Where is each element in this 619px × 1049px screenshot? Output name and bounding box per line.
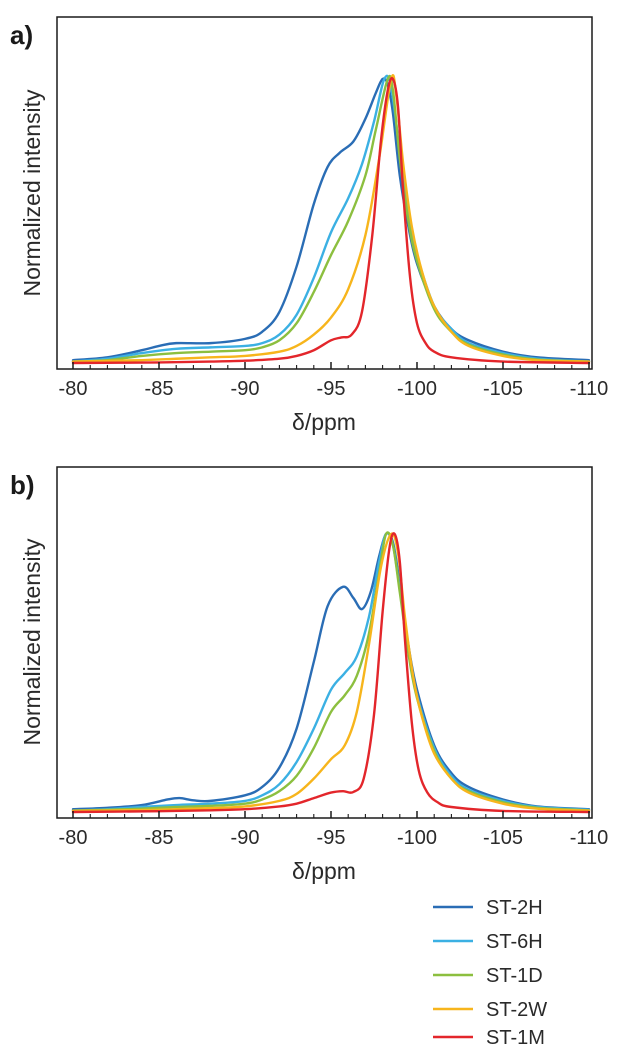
tick-label: -110 — [570, 378, 609, 400]
series-line-st-1m — [71, 76, 591, 365]
tick-label: -80 — [59, 378, 88, 400]
panel-b-ylabel: Normalized intensity — [19, 538, 45, 746]
tick-label: -100 — [397, 378, 437, 400]
panel-b-xlabel: δ/ppm — [292, 858, 356, 884]
tick-label: -95 — [317, 827, 346, 849]
panel-a-xlabel: δ/ppm — [292, 409, 356, 435]
tick-label: -95 — [317, 378, 346, 400]
legend-item-st-1m: ST-1M — [433, 1027, 545, 1049]
panel-b-curves — [71, 531, 591, 814]
tick-label: -80 — [59, 827, 88, 849]
legend-label: ST-6H — [486, 931, 543, 953]
panel-a-ticks — [72, 362, 590, 369]
series-line-st-1m — [71, 532, 591, 814]
tick-label: -105 — [483, 378, 523, 400]
legend-label: ST-2W — [486, 999, 547, 1021]
series-line-st-2h — [71, 531, 591, 811]
tick-label: -85 — [145, 378, 174, 400]
tick-label: -85 — [145, 827, 174, 849]
legend-label: ST-2H — [486, 897, 543, 919]
tick-label: -90 — [231, 378, 260, 400]
panel-a-tick-labels: -80 -85 -90 -95 -100 -105 -110 — [59, 378, 609, 400]
legend-item-st-1d: ST-1D — [433, 965, 543, 987]
legend-item-st-2h: ST-2H — [433, 897, 543, 919]
series-line-st-2w — [71, 74, 591, 363]
panel-a-label: a) — [10, 20, 33, 50]
panel-a-curves — [71, 74, 591, 365]
legend-item-st-6h: ST-6H — [433, 931, 543, 953]
series-line-st-1d — [71, 531, 591, 812]
panel-a-ylabel: Normalized intensity — [19, 89, 45, 297]
series-line-st-6h — [71, 74, 591, 363]
panel-b-plot-frame — [56, 466, 593, 819]
panel-b: b) Normalized intensity -80 -85 -90 -95 … — [10, 466, 609, 884]
tick-label: -105 — [483, 827, 523, 849]
panel-b-tick-labels: -80 -85 -90 -95 -100 -105 -110 — [59, 827, 609, 849]
tick-label: -110 — [570, 827, 609, 849]
panel-a: a) Normalized intensity -80 -85 -90 -95 … — [10, 16, 609, 435]
tick-label: -90 — [231, 827, 260, 849]
panel-a-plot-frame — [56, 16, 593, 370]
series-line-st-2w — [71, 532, 591, 813]
panel-b-ticks — [72, 811, 590, 818]
legend-item-st-2w: ST-2W — [433, 999, 547, 1021]
tick-label: -100 — [397, 827, 437, 849]
series-line-st-6h — [71, 532, 591, 812]
panel-b-label: b) — [10, 470, 35, 500]
legend-label: ST-1D — [486, 965, 543, 987]
legend-label: ST-1M — [486, 1027, 545, 1049]
legend: ST-2H ST-6H ST-1D ST-2W ST-1M — [433, 897, 547, 1049]
